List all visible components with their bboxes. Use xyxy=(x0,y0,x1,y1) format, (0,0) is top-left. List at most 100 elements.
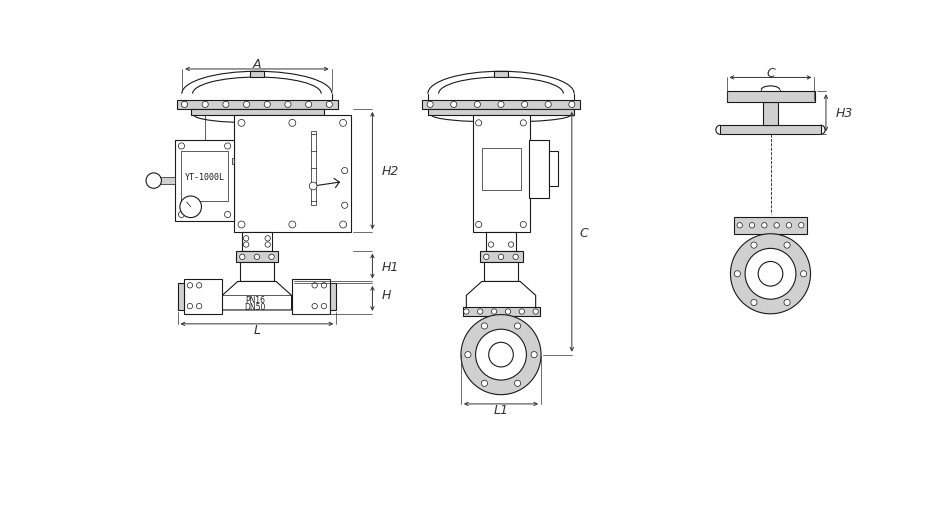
Text: C: C xyxy=(766,67,775,79)
Circle shape xyxy=(476,121,482,127)
Circle shape xyxy=(202,102,209,108)
Circle shape xyxy=(243,236,249,241)
Text: YT-1000L: YT-1000L xyxy=(184,173,225,182)
Circle shape xyxy=(243,102,250,108)
Circle shape xyxy=(339,222,347,228)
Circle shape xyxy=(737,223,743,228)
Circle shape xyxy=(751,242,757,248)
Circle shape xyxy=(784,300,791,306)
Bar xyxy=(727,92,815,103)
Bar xyxy=(762,103,778,126)
Bar xyxy=(160,177,175,185)
Circle shape xyxy=(545,102,551,108)
Circle shape xyxy=(481,323,488,329)
Circle shape xyxy=(759,262,783,286)
Circle shape xyxy=(238,222,245,228)
Bar xyxy=(529,140,549,198)
Text: A: A xyxy=(253,58,261,71)
Circle shape xyxy=(801,271,807,277)
Bar xyxy=(178,283,183,311)
Circle shape xyxy=(761,223,767,228)
Circle shape xyxy=(341,168,348,174)
Circle shape xyxy=(505,309,510,315)
Circle shape xyxy=(464,352,471,358)
Circle shape xyxy=(225,143,230,150)
Circle shape xyxy=(312,283,318,288)
Bar xyxy=(181,152,227,202)
Circle shape xyxy=(509,242,513,248)
Circle shape xyxy=(488,242,494,248)
Circle shape xyxy=(569,102,575,108)
Bar xyxy=(175,140,234,221)
Circle shape xyxy=(734,271,741,277)
Circle shape xyxy=(312,304,318,309)
Circle shape xyxy=(730,234,810,314)
Circle shape xyxy=(238,120,245,127)
Circle shape xyxy=(225,212,230,218)
Bar xyxy=(182,94,333,100)
Circle shape xyxy=(264,102,271,108)
Bar xyxy=(473,116,530,233)
Circle shape xyxy=(339,120,347,127)
Circle shape xyxy=(326,102,333,108)
Circle shape xyxy=(520,121,526,127)
Circle shape xyxy=(784,242,791,248)
Circle shape xyxy=(498,255,504,260)
Bar xyxy=(422,100,580,110)
Circle shape xyxy=(240,255,245,260)
Circle shape xyxy=(179,212,184,218)
Circle shape xyxy=(180,196,201,218)
Circle shape xyxy=(514,380,521,387)
Circle shape xyxy=(774,223,779,228)
Bar xyxy=(291,280,330,314)
Circle shape xyxy=(196,304,202,309)
Circle shape xyxy=(289,222,296,228)
Text: L1: L1 xyxy=(494,403,509,416)
Circle shape xyxy=(745,249,796,299)
Circle shape xyxy=(498,102,504,108)
Bar xyxy=(311,131,316,206)
Circle shape xyxy=(489,342,513,367)
Circle shape xyxy=(427,102,433,108)
Circle shape xyxy=(533,309,539,315)
Bar xyxy=(482,148,521,190)
Polygon shape xyxy=(222,282,291,311)
Bar xyxy=(236,251,278,263)
Circle shape xyxy=(146,174,162,189)
Text: L: L xyxy=(254,323,260,336)
Circle shape xyxy=(341,203,348,209)
Circle shape xyxy=(492,309,496,315)
Polygon shape xyxy=(720,126,821,135)
Text: H: H xyxy=(382,288,391,301)
Text: DN50: DN50 xyxy=(244,302,266,311)
Bar xyxy=(484,263,518,282)
Circle shape xyxy=(450,102,457,108)
Circle shape xyxy=(309,183,317,190)
Circle shape xyxy=(463,309,469,315)
Circle shape xyxy=(799,223,804,228)
Circle shape xyxy=(269,255,274,260)
Circle shape xyxy=(187,283,193,288)
Bar xyxy=(234,116,351,233)
Circle shape xyxy=(187,304,193,309)
Bar xyxy=(250,71,264,77)
Circle shape xyxy=(179,143,184,150)
Circle shape xyxy=(196,283,202,288)
Circle shape xyxy=(751,300,757,306)
Circle shape xyxy=(478,309,483,315)
Bar xyxy=(177,100,337,110)
Text: PN16: PN16 xyxy=(245,295,265,304)
Bar xyxy=(240,263,274,282)
Circle shape xyxy=(749,223,755,228)
Bar xyxy=(480,251,523,263)
Circle shape xyxy=(254,255,259,260)
Text: C: C xyxy=(580,226,588,239)
Circle shape xyxy=(513,255,518,260)
Bar xyxy=(462,307,540,317)
Polygon shape xyxy=(466,282,536,311)
Circle shape xyxy=(476,222,482,228)
Circle shape xyxy=(223,102,229,108)
Text: H1: H1 xyxy=(382,260,399,273)
Bar xyxy=(242,233,273,251)
Text: H2: H2 xyxy=(382,165,399,178)
